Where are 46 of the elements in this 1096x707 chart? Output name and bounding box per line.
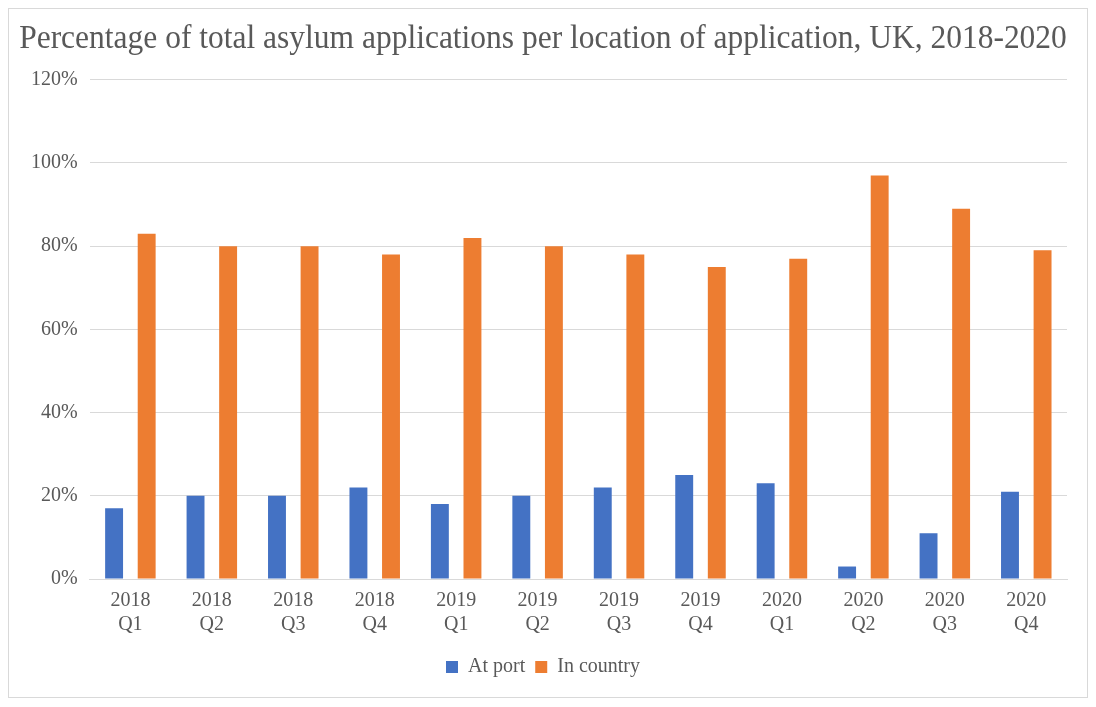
x-tick-label: 2020 Q3 <box>924 588 965 635</box>
x-tick-label: 2019 Q2 <box>517 588 558 635</box>
y-tick-label: 0% <box>50 566 78 589</box>
x-tick-label: 2020 Q1 <box>761 588 802 635</box>
bar <box>789 258 808 579</box>
x-tick-label: 2018 Q1 <box>110 588 151 635</box>
bar <box>186 495 205 579</box>
y-tick-label: 40% <box>40 399 78 422</box>
chart-title: Percentage of total asylum applications per location of application, UK, 2018-2020 <box>19 18 1067 56</box>
bar <box>512 495 531 579</box>
y-tick-label: 120% <box>30 67 78 90</box>
x-tick-label: 2019 Q1 <box>436 588 477 635</box>
bar <box>382 254 400 579</box>
bar <box>430 504 449 579</box>
bar <box>675 475 694 579</box>
bar <box>952 208 971 579</box>
bar <box>838 566 857 579</box>
bar <box>756 483 775 579</box>
legend-label: In country <box>557 654 640 678</box>
bar <box>268 495 286 579</box>
bar <box>137 233 156 579</box>
x-tick-label: 2020 Q2 <box>843 588 884 635</box>
x-tick-label: 2020 Q4 <box>1006 588 1047 635</box>
y-tick-label: 20% <box>40 483 78 506</box>
bar <box>1001 491 1019 579</box>
bar <box>919 533 938 579</box>
bar <box>544 246 563 579</box>
bar <box>707 267 726 579</box>
bar <box>219 246 238 579</box>
bar <box>349 487 368 579</box>
bar <box>626 254 645 579</box>
y-tick-label: 60% <box>40 316 78 339</box>
bar <box>1033 250 1052 579</box>
bar <box>593 487 612 579</box>
x-tick-label: 2019 Q3 <box>599 588 640 635</box>
bar <box>105 508 124 579</box>
x-tick-label: 2018 Q2 <box>191 588 232 635</box>
y-tick-label: 100% <box>30 150 78 173</box>
x-tick-label: 2018 Q4 <box>354 588 395 635</box>
legend-label: At port <box>468 654 526 678</box>
bar <box>300 246 319 579</box>
y-tick-label: 80% <box>40 233 78 256</box>
bar <box>870 175 889 579</box>
bar <box>463 237 482 579</box>
x-tick-label: 2018 Q3 <box>273 588 314 635</box>
x-tick-label: 2019 Q4 <box>680 588 721 635</box>
